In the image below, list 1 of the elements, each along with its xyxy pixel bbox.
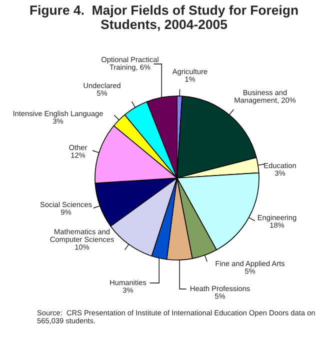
chart-title: Figure 4. Major Fields of Study for Foreign Students, 2004-2005 (30, 5, 298, 32)
